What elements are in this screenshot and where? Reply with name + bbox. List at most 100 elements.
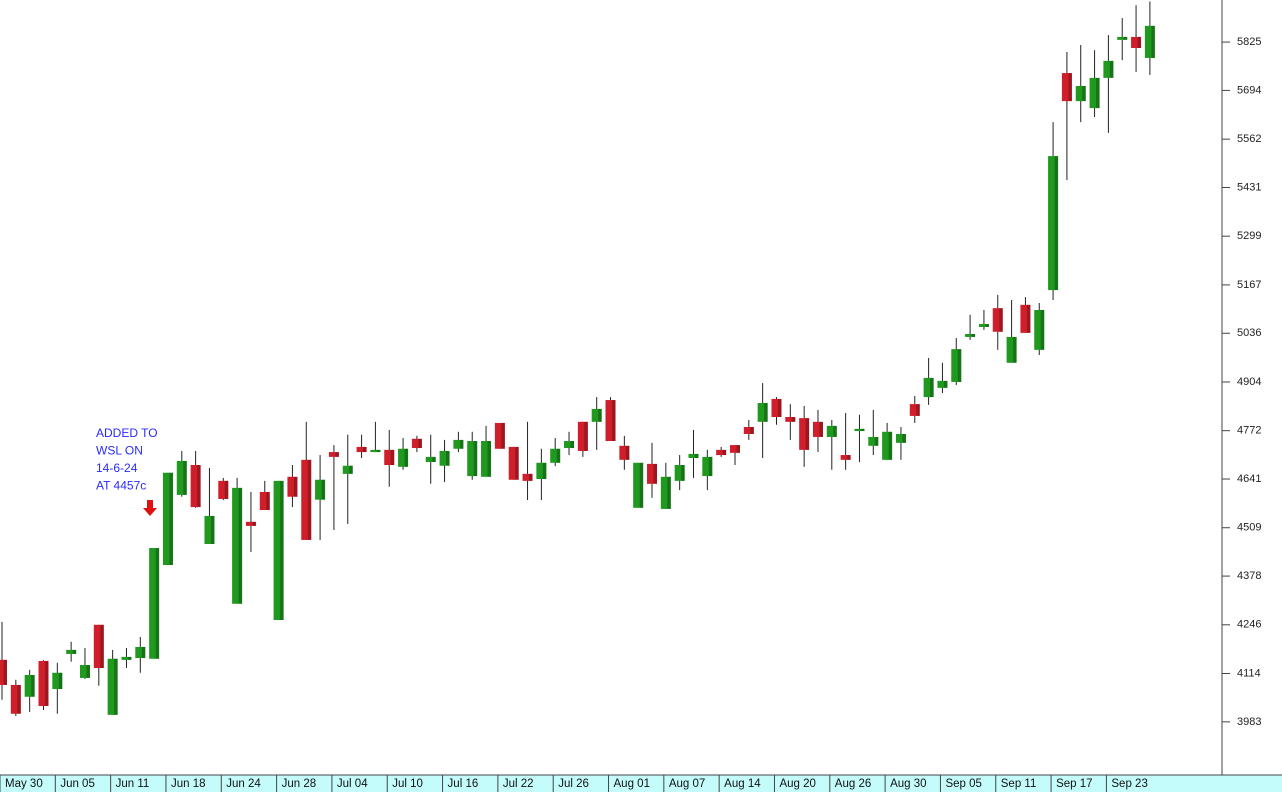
candle-shade <box>1040 310 1045 350</box>
candle-shade <box>556 448 561 463</box>
candle-body <box>10 684 21 714</box>
candle-body <box>978 324 989 327</box>
annotation-text: WSL ON <box>96 444 143 458</box>
y-tick-label: 4378 <box>1237 570 1261 582</box>
candle-shade <box>639 462 644 508</box>
candle-shade <box>349 465 353 474</box>
candle-body <box>729 445 740 453</box>
candle-body <box>522 473 533 481</box>
candle-body <box>273 480 284 620</box>
candle-shade <box>390 449 395 465</box>
candle-shade <box>100 624 104 668</box>
candle-body <box>245 521 256 526</box>
candle-shade <box>86 665 90 678</box>
candle-shade <box>957 349 962 382</box>
candle-shade <box>791 417 796 422</box>
candle-shade <box>44 660 49 706</box>
candle-shade <box>529 473 533 481</box>
candle-body <box>1144 25 1155 58</box>
candle-shade <box>584 421 588 451</box>
candle-body <box>799 418 810 450</box>
candle-body <box>328 452 339 457</box>
x-tick-label: Jul 22 <box>503 778 534 790</box>
candle-shade <box>183 460 187 495</box>
candle-shade <box>487 441 492 477</box>
candle-shade <box>819 421 823 437</box>
candle-shade <box>224 480 229 499</box>
candle-body <box>564 441 575 449</box>
candle-body <box>162 472 173 566</box>
candle-shade <box>197 465 201 508</box>
x-tick-label: Aug 14 <box>724 778 761 790</box>
candle-body <box>259 491 270 511</box>
y-tick-label: 4246 <box>1237 619 1261 631</box>
candle-body <box>688 453 699 458</box>
y-tick-label: 4641 <box>1237 473 1261 485</box>
x-tick-label: Jul 10 <box>392 778 423 790</box>
candle-body <box>1006 336 1017 363</box>
candle-shade <box>238 487 243 604</box>
candle-shade <box>432 456 436 463</box>
candle-body <box>743 426 754 434</box>
candle-body <box>536 462 547 480</box>
candle-shade <box>708 456 713 477</box>
x-tick-label: Sep 05 <box>945 778 981 790</box>
candle-body <box>826 425 837 437</box>
candle-body <box>605 400 616 442</box>
candle-body <box>0 659 7 685</box>
candle-shade <box>874 436 879 446</box>
candle-body <box>854 428 865 432</box>
candle-shade <box>1137 36 1142 48</box>
candle-body <box>771 398 782 418</box>
candle-body <box>287 476 298 497</box>
x-tick-label: Jul 16 <box>448 778 479 790</box>
candle-body <box>757 403 768 422</box>
candle-body <box>840 455 851 460</box>
candle-body <box>218 480 229 499</box>
candle-body <box>1020 304 1031 333</box>
candle-body <box>550 448 561 463</box>
candle-shade <box>764 403 768 422</box>
candle-shade <box>321 479 326 500</box>
candle-body <box>301 459 312 540</box>
candle-shade <box>1026 304 1031 333</box>
candle-shade <box>612 400 616 442</box>
candle-shade <box>625 445 630 460</box>
x-tick-label: Sep 17 <box>1056 778 1092 790</box>
candle-body <box>868 436 879 446</box>
annotation-text: ADDED TO <box>96 426 158 440</box>
candle-body <box>1103 60 1114 78</box>
candle-shade <box>72 649 77 654</box>
candle-shade <box>293 476 298 497</box>
candle-body <box>384 449 395 465</box>
y-tick-label: 5562 <box>1237 133 1261 145</box>
candle-body <box>481 441 492 477</box>
candle-shade <box>335 452 339 457</box>
candle-body <box>909 404 920 416</box>
x-tick-label: Jun 11 <box>116 778 150 790</box>
x-tick-label: Jun 05 <box>60 778 95 790</box>
candle-body <box>121 656 132 660</box>
candle-body <box>937 380 948 388</box>
candle-shade <box>916 404 920 416</box>
candle-shade <box>943 380 948 388</box>
x-tick-label: Aug 26 <box>835 778 871 790</box>
candle-body <box>107 658 118 715</box>
candle-shade <box>1096 77 1100 109</box>
x-tick-label: Jun 24 <box>226 778 261 790</box>
date-band <box>0 775 1282 792</box>
candle-shade <box>598 408 602 422</box>
candle-shade <box>1123 36 1128 40</box>
candle-shade <box>155 548 160 659</box>
y-tick-label: 5036 <box>1237 327 1261 339</box>
candle-body <box>66 649 77 654</box>
candle-shade <box>1068 73 1072 102</box>
y-tick-label: 5431 <box>1237 181 1261 193</box>
candle-shade <box>930 377 934 398</box>
candle-shade <box>833 425 837 437</box>
candle-shade <box>169 472 173 566</box>
annotation-text: 14-6-24 <box>96 461 138 475</box>
candle-shade <box>888 431 893 460</box>
candle-shade <box>695 453 699 458</box>
